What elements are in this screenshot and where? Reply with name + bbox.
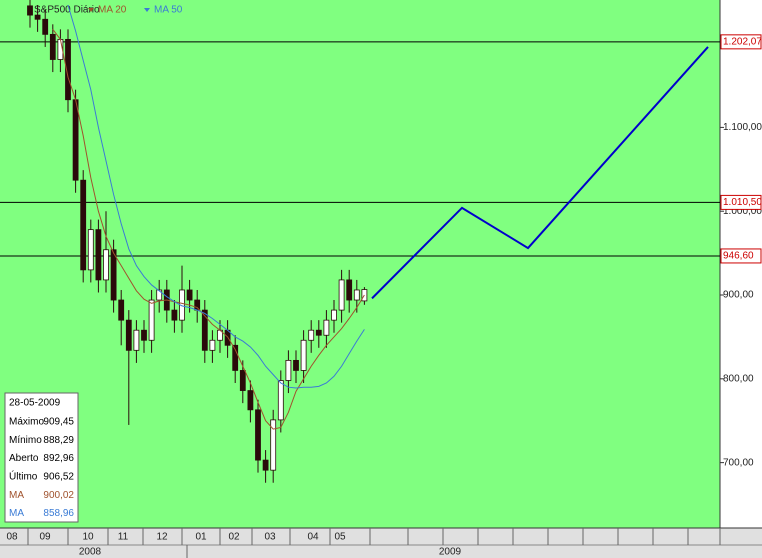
info-value: 906,52 xyxy=(43,472,74,483)
level-label-box xyxy=(720,194,762,210)
candle-body xyxy=(34,14,41,20)
x-tick-label: 04 xyxy=(307,532,319,543)
candle-body xyxy=(353,289,360,301)
info-value: 858,96 xyxy=(43,508,74,519)
chart-title: S&P500 Diário xyxy=(34,5,100,16)
candle-body xyxy=(95,229,102,281)
legend-entry: MA 20 xyxy=(98,5,127,16)
candle-body xyxy=(156,289,163,301)
candle-body xyxy=(293,359,299,371)
candle-body xyxy=(338,279,345,311)
info-value: 909,45 xyxy=(43,417,74,428)
time-axis xyxy=(0,528,762,558)
candle-body xyxy=(65,38,71,101)
legend-entry: MA 50 xyxy=(154,5,183,16)
level-label-box xyxy=(720,34,762,50)
candle-body xyxy=(323,319,330,336)
candle-body xyxy=(277,380,284,421)
x-tick-label: 11 xyxy=(118,532,129,543)
x-tick-label: 08 xyxy=(6,532,18,543)
year-label: 2008 xyxy=(79,547,102,558)
candle-body xyxy=(209,339,216,351)
year-label: 2009 xyxy=(439,547,462,558)
candle-body xyxy=(87,229,94,271)
candle-body xyxy=(262,459,269,471)
info-label: MA xyxy=(9,508,24,519)
info-label: Último xyxy=(9,470,38,483)
candle-body xyxy=(118,299,125,321)
candle-body xyxy=(49,33,56,60)
ma-line xyxy=(52,29,365,430)
candle-body xyxy=(171,309,178,321)
x-tick-label: 10 xyxy=(82,532,94,543)
candle-body xyxy=(110,249,117,301)
candle-body xyxy=(148,299,155,341)
y-tick-label: 900,00 xyxy=(723,290,754,301)
level-label: 1.202,07 xyxy=(723,36,762,47)
legend-arrow xyxy=(144,8,150,12)
y-tick-label: 700,00 xyxy=(723,457,754,468)
candle-body xyxy=(300,339,307,371)
x-tick-label: 12 xyxy=(156,532,168,543)
candle-body xyxy=(141,329,147,341)
candle-body xyxy=(239,370,246,391)
y-tick-label: 1.100,00 xyxy=(723,122,762,133)
candle-body xyxy=(285,359,292,381)
level-label: 946,60 xyxy=(723,251,754,262)
info-box-bg xyxy=(4,392,79,523)
candle-body xyxy=(133,329,140,351)
candle-body xyxy=(186,289,193,301)
candle-body xyxy=(72,99,79,181)
candle-body xyxy=(315,329,322,336)
candle-body xyxy=(247,390,254,411)
info-date: 28-05-2009 xyxy=(9,398,61,409)
candle-body xyxy=(270,419,277,471)
level-label: 1.010,50 xyxy=(723,197,762,208)
x-tick-label: 03 xyxy=(264,532,276,543)
candle-body xyxy=(308,329,315,341)
projection-line xyxy=(371,46,709,300)
ma-line xyxy=(67,4,365,389)
x-tick-label: 01 xyxy=(195,532,207,543)
info-label: Mínimo xyxy=(9,435,42,446)
candle-body xyxy=(331,309,337,321)
candle-body xyxy=(125,319,132,351)
x-tick-label: 02 xyxy=(228,532,240,543)
candle-body xyxy=(42,18,49,35)
info-value: 892,96 xyxy=(43,453,74,464)
candle-body xyxy=(27,5,33,16)
x-tick-label: 09 xyxy=(39,532,51,543)
y-tick-label: 1.000,00 xyxy=(723,206,762,217)
info-label: MA xyxy=(9,490,24,501)
info-value: 900,02 xyxy=(43,490,74,501)
candle-body xyxy=(232,344,239,371)
info-value: 888,29 xyxy=(43,435,74,446)
candle-body xyxy=(255,409,261,461)
legend-arrow xyxy=(88,8,94,12)
info-label: Aberto xyxy=(9,453,39,464)
candle-body xyxy=(201,309,208,351)
candle-body xyxy=(103,249,109,281)
candle-body xyxy=(80,179,87,271)
candle-body xyxy=(194,299,201,311)
price-axis xyxy=(720,0,762,528)
x-tick-label: 05 xyxy=(334,532,346,543)
info-label: Máximo xyxy=(9,417,44,428)
candle-body xyxy=(346,279,353,301)
y-tick-label: 800,00 xyxy=(723,373,754,384)
level-label-box xyxy=(720,248,762,264)
